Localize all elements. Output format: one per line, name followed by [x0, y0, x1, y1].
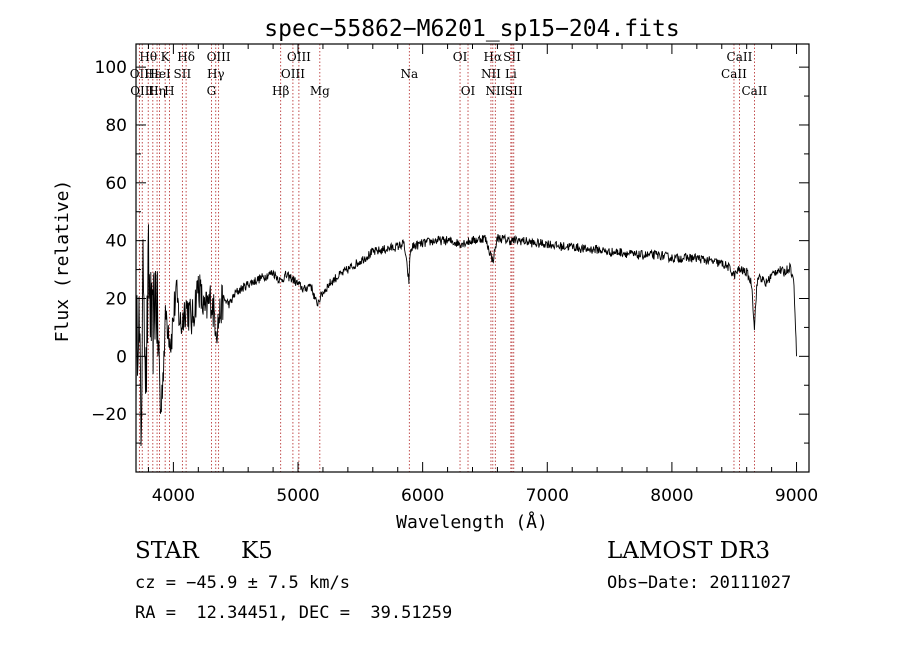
plot-frame — [135, 43, 810, 473]
survey-name: LAMOST DR3 — [607, 538, 771, 564]
marker-label-10: Hε — [144, 67, 161, 81]
y-tick-label-5: 80 — [105, 116, 127, 136]
x-axis-label: Wavelength (Å) — [396, 511, 548, 533]
marker-label-7: SII — [503, 50, 521, 64]
y-axis: −20 0 20 40 60 80 100 — [91, 58, 809, 444]
marker-label-11: HeI — [148, 67, 171, 81]
x-tick-label-5: 9000 — [775, 486, 818, 506]
marker-label-8: CaII — [727, 50, 753, 64]
marker-label-22: G — [207, 84, 217, 98]
marker-label-4: OIII — [287, 50, 311, 64]
marker-label-17: Li — [505, 67, 517, 81]
y-tick-label-6: 100 — [95, 58, 127, 78]
marker-label-2: Hδ — [177, 50, 195, 64]
marker-label-5: OI — [453, 50, 468, 64]
x-tick-label-3: 7000 — [526, 486, 569, 506]
marker-label-0: Hθ — [139, 50, 157, 64]
marker-label-18: CaII — [721, 67, 747, 81]
marker-label-1: K — [161, 50, 171, 64]
observation-date: Obs−Date: 20111027 — [607, 573, 792, 593]
marker-label-24: Mg — [310, 84, 330, 98]
x-tick-label-4: 8000 — [650, 486, 693, 506]
object-subclass: K5 — [241, 538, 273, 564]
chart-title: spec−55862−M6201_sp15−204.fits — [264, 16, 679, 42]
spectrum-series — [135, 224, 797, 447]
y-axis-label: Flux (relative) — [52, 180, 73, 343]
marker-label-3: OIII — [207, 50, 231, 64]
marker-label-14: OIII — [281, 67, 305, 81]
x-tick-label-2: 6000 — [401, 486, 444, 506]
spectrum-line-0 — [135, 224, 797, 447]
marker-label-23: Hβ — [272, 84, 289, 98]
y-tick-label-2: 20 — [105, 289, 127, 309]
object-class: STAR — [135, 538, 199, 564]
marker-label-28: CaII — [741, 84, 767, 98]
marker-label-27: SII — [505, 84, 523, 98]
marker-label-16: NII — [481, 67, 501, 81]
x-tick-label-1: 5000 — [276, 486, 319, 506]
marker-label-26: NII — [485, 84, 505, 98]
marker-label-12: SII — [174, 67, 192, 81]
marker-label-20: Hη — [148, 84, 166, 98]
marker-label-25: OI — [461, 84, 476, 98]
y-tick-label-4: 60 — [105, 174, 127, 194]
y-tick-label-1: 0 — [116, 347, 127, 367]
marker-label-21: H — [164, 84, 174, 98]
y-tick-label-3: 40 — [105, 232, 127, 252]
marker-label-9: OII — [130, 67, 150, 81]
x-axis: 4000 5000 6000 7000 8000 9000 — [147, 44, 818, 506]
marker-label-6: Hα — [484, 50, 503, 64]
marker-label-15: Na — [400, 67, 418, 81]
x-tick-label-0: 4000 — [152, 486, 195, 506]
coordinates: RA = 12.34451, DEC = 39.51259 — [135, 603, 453, 623]
redshift-velocity: cz = −45.9 ± 7.5 km/s — [135, 573, 350, 593]
marker-label-13: Hγ — [207, 67, 225, 81]
y-tick-label-0: −20 — [91, 405, 127, 425]
